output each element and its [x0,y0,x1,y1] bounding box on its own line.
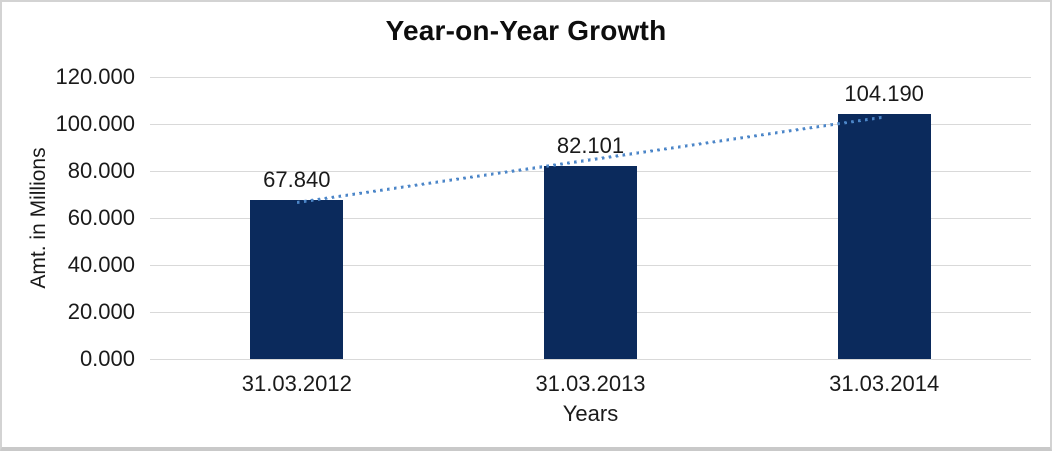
y-tick-label: 100.000 [55,111,135,136]
gridline [150,76,1031,78]
y-tick-label: 80.000 [67,158,135,183]
chart-title: Year-on-Year Growth [385,15,667,46]
bar [837,114,931,359]
x-category-label: 31.03.2013 [535,371,646,396]
y-tick-label: 0.000 [79,346,135,371]
x-axis-line [150,358,1031,360]
bar [250,199,344,359]
y-tick-label: 60.000 [67,205,135,230]
gridline [150,123,1031,125]
bar-value-label: 82.101 [556,133,625,159]
bar-value-label: 67.840 [263,166,331,192]
bar [544,166,637,359]
x-axis-title: Years [562,401,619,426]
x-category-label: 31.03.2014 [829,371,940,396]
y-tick-label: 20.000 [67,299,135,324]
x-category-label: 31.03.2012 [241,371,352,396]
y-tick-label: 120.000 [55,64,135,89]
y-tick-label: 40.000 [67,252,135,277]
bar-value-label: 104.190 [844,81,924,107]
plot-area: 67.840 82.101 104.190 [150,76,1031,360]
